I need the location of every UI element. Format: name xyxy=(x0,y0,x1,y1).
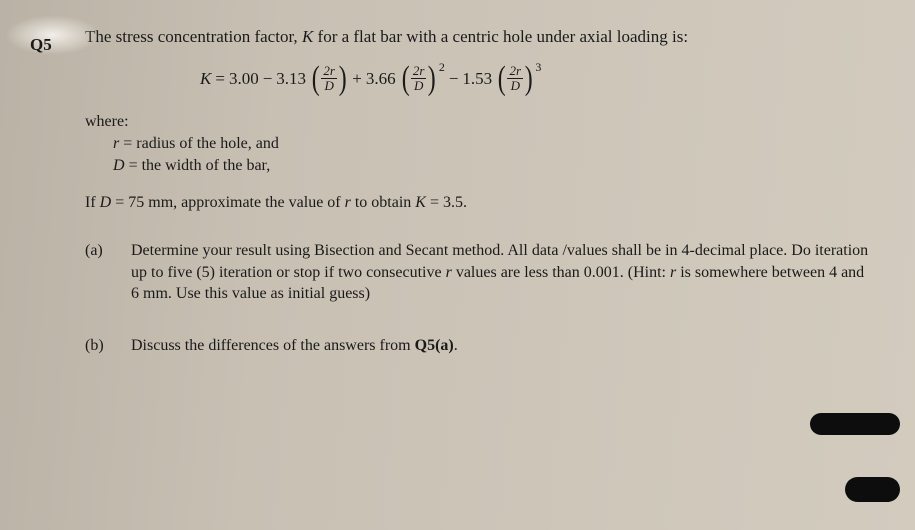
rparen-icon: ) xyxy=(428,65,436,92)
where-block: where: r = radius of the hole, and D = t… xyxy=(85,111,875,176)
if-D: D xyxy=(100,194,112,211)
eq-c2: 3.66 xyxy=(366,69,396,89)
header-prefix: The stress concentration factor, xyxy=(85,27,302,46)
eq-term3: ( 2r D ) 3 xyxy=(496,64,541,94)
if-dval: = 75 mm, approximate the value of xyxy=(111,194,344,211)
frac3-num: 2r xyxy=(507,64,523,79)
if-line: If D = 75 mm, approximate the value of r… xyxy=(85,194,875,212)
paper-smudge xyxy=(5,15,100,55)
where-D-rest: = the width of the bar, xyxy=(125,157,271,174)
header-suffix: for a flat bar with a centric hole under… xyxy=(313,27,688,46)
if-prefix: If xyxy=(85,194,100,211)
eq-c3: 1.53 xyxy=(462,69,492,89)
fraction-1: 2r D xyxy=(321,64,337,94)
pb-ref: Q5(a) xyxy=(415,337,454,354)
frac1-den: D xyxy=(322,79,335,93)
redaction-mark xyxy=(810,413,900,435)
question-number: Q5 xyxy=(30,35,52,55)
frac3-den: D xyxy=(509,79,522,93)
lparen-icon: ( xyxy=(498,65,506,92)
eq-plus1: + xyxy=(352,69,362,89)
pb-period: . xyxy=(454,337,458,354)
exam-page: Q5 The stress concentration factor, K fo… xyxy=(0,0,915,530)
lparen-icon: ( xyxy=(312,65,320,92)
pa-t2: values are less than 0.001. (Hint: xyxy=(452,264,670,281)
part-a: (a) Determine your result using Bisectio… xyxy=(85,240,875,305)
eq-c0: 3.00 xyxy=(229,69,259,89)
eq-equals: = xyxy=(215,69,225,89)
eq-minus2: − xyxy=(449,69,459,89)
frac2-den: D xyxy=(412,79,425,93)
part-a-label: (a) xyxy=(85,240,113,305)
equation: K = 3.00 − 3.13 ( 2r D ) + 3.66 ( 2r D )… xyxy=(200,64,875,94)
if-K: K xyxy=(415,194,426,211)
exp-2: 2 xyxy=(439,60,445,75)
part-b-label: (b) xyxy=(85,335,113,357)
part-a-text: Determine your result using Bisection an… xyxy=(131,240,875,305)
where-line-r: r = radius of the hole, and xyxy=(113,133,875,155)
pb-t: Discuss the differences of the answers f… xyxy=(131,337,415,354)
where-label: where: xyxy=(85,111,875,133)
exp-3: 3 xyxy=(535,60,541,75)
rparen-icon: ) xyxy=(525,65,533,92)
where-line-D: D = the width of the bar, xyxy=(113,155,875,177)
lparen-icon: ( xyxy=(401,65,409,92)
fraction-3: 2r D xyxy=(507,64,523,94)
part-b: (b) Discuss the differences of the answe… xyxy=(85,335,875,357)
question-header: The stress concentration factor, K for a… xyxy=(85,25,875,49)
if-mid: to obtain xyxy=(351,194,415,211)
where-r-rest: = radius of the hole, and xyxy=(119,135,279,152)
if-kval: = 3.5. xyxy=(426,194,467,211)
header-K: K xyxy=(302,27,313,46)
rparen-icon: ) xyxy=(339,65,347,92)
eq-term1: ( 2r D ) xyxy=(310,64,348,94)
part-b-text: Discuss the differences of the answers f… xyxy=(131,335,875,357)
eq-c1: 3.13 xyxy=(276,69,306,89)
eq-term2: ( 2r D ) 2 xyxy=(400,64,445,94)
eq-K: K xyxy=(200,69,211,89)
eq-minus1: − xyxy=(263,69,273,89)
where-D-var: D xyxy=(113,157,125,174)
frac1-num: 2r xyxy=(321,64,337,79)
redaction-mark xyxy=(845,477,900,502)
frac2-num: 2r xyxy=(411,64,427,79)
fraction-2: 2r D xyxy=(411,64,427,94)
